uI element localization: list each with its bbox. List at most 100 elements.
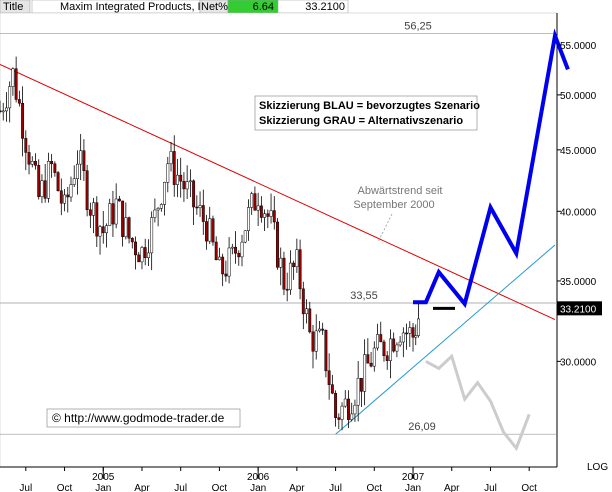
- candle-body: [385, 355, 389, 361]
- x-tick-label-3: Apr: [134, 483, 150, 492]
- candle-body: [169, 151, 173, 165]
- candle-body: [98, 226, 102, 237]
- x-tick-label-12: Jul: [484, 483, 497, 492]
- x-tick-label-4: Jul: [174, 483, 187, 492]
- candle-body: [317, 328, 321, 332]
- candle-body: [311, 331, 315, 352]
- candle-body: [279, 257, 283, 268]
- candle-body: [8, 86, 12, 109]
- candle-body: [108, 203, 112, 226]
- title-label: Title: [3, 1, 23, 13]
- candle-body: [17, 99, 21, 104]
- y-tick-label-2: 40.0000: [560, 207, 597, 218]
- candle-body: [353, 404, 357, 415]
- y-tick-label-4: 50.0000: [560, 91, 597, 102]
- candle-body: [266, 213, 270, 217]
- candle-body: [150, 217, 154, 254]
- candle-body: [269, 210, 273, 217]
- candle-body: [330, 384, 334, 394]
- candle-body: [40, 180, 44, 197]
- candle-body: [95, 202, 99, 237]
- candle-body: [295, 249, 299, 268]
- candle-body: [321, 328, 325, 331]
- candle-body: [179, 174, 183, 182]
- level-label-2: 26,09: [408, 421, 436, 433]
- candle-body: [369, 362, 373, 367]
- candle-body: [334, 392, 338, 418]
- x-year-label-0: 2005: [92, 472, 115, 483]
- candle-body: [366, 354, 370, 364]
- x-tick-label-8: Jul: [329, 483, 342, 492]
- candle-body: [259, 205, 263, 218]
- instrument-name: Maxim Integrated Products, Inc.: [60, 1, 215, 13]
- uptrend-line: [335, 244, 556, 435]
- x-tick-label-10: Jan: [405, 483, 421, 492]
- x-tick-label-7: Apr: [289, 483, 305, 492]
- net-value: 6.64: [253, 1, 274, 13]
- annotation-pointer: [377, 213, 393, 243]
- x-tick-label-5: Oct: [212, 483, 228, 492]
- candle-body: [285, 288, 289, 291]
- candle-body: [82, 150, 86, 171]
- candle-body: [134, 241, 137, 256]
- candle-body: [46, 160, 50, 199]
- y-tick-label-3: 45.0000: [560, 146, 597, 157]
- current-price-marker: 33.2100: [433, 301, 602, 316]
- candle-body: [382, 341, 386, 356]
- candle-body: [14, 68, 18, 100]
- downtrend-line: [0, 64, 556, 321]
- y-tick-label-0: 30.0000: [560, 357, 597, 368]
- x-year-label-1: 2006: [247, 472, 270, 483]
- candle-body: [250, 193, 254, 208]
- candle-body: [163, 182, 167, 205]
- candle-body: [0, 110, 2, 113]
- candle-body: [50, 160, 54, 165]
- candle-body: [211, 218, 215, 243]
- y-tick-label-1: 35.0000: [560, 277, 597, 288]
- last-price: 33.2100: [305, 1, 345, 13]
- candle-body: [27, 152, 31, 165]
- scenarios: [413, 28, 570, 452]
- log-label: LOG: [587, 462, 608, 473]
- x-tick-label-1: Oct: [57, 483, 73, 492]
- candle-body: [224, 273, 228, 277]
- candle-body: [388, 338, 392, 361]
- candle-body: [392, 338, 396, 352]
- candle-body: [372, 347, 376, 367]
- candle-body: [408, 327, 412, 334]
- candle-body: [263, 213, 267, 218]
- legend-box: Skizzierung BLAU = bevorzugtes Szenario …: [254, 95, 480, 131]
- candle-body: [172, 151, 176, 185]
- candle-body: [43, 180, 47, 199]
- trendlines: [0, 64, 556, 435]
- candle-body: [337, 417, 341, 420]
- candle-body: [247, 207, 250, 231]
- candle-body: [69, 184, 73, 198]
- downtrend-annotation: Abwärtstrend seit September 2000: [353, 185, 442, 243]
- candle-body: [217, 256, 221, 261]
- candle-body: [156, 208, 160, 211]
- candle-body: [379, 334, 383, 343]
- candle-body: [111, 203, 115, 225]
- candle-body: [282, 257, 286, 290]
- candle-body: [356, 378, 360, 406]
- candle-body: [347, 398, 350, 420]
- candle-body: [298, 249, 302, 290]
- candle-body: [256, 205, 260, 211]
- candle-body: [395, 344, 399, 352]
- current-price-label: 33.2100: [560, 304, 597, 315]
- candle-body: [308, 308, 312, 333]
- candle-body: [92, 202, 96, 216]
- candle-body: [117, 198, 121, 202]
- header-bar: Title Maxim Integrated Products, Inc. Ne…: [0, 0, 612, 14]
- x-tick-label-13: Oct: [521, 483, 537, 492]
- candle-body: [37, 165, 41, 197]
- candle-body: [127, 217, 131, 239]
- candle-body: [327, 370, 331, 385]
- candle-body: [198, 205, 202, 208]
- candle-body: [405, 332, 409, 335]
- candle-body: [305, 308, 308, 315]
- candle-body: [75, 163, 79, 179]
- candle-body: [34, 161, 37, 166]
